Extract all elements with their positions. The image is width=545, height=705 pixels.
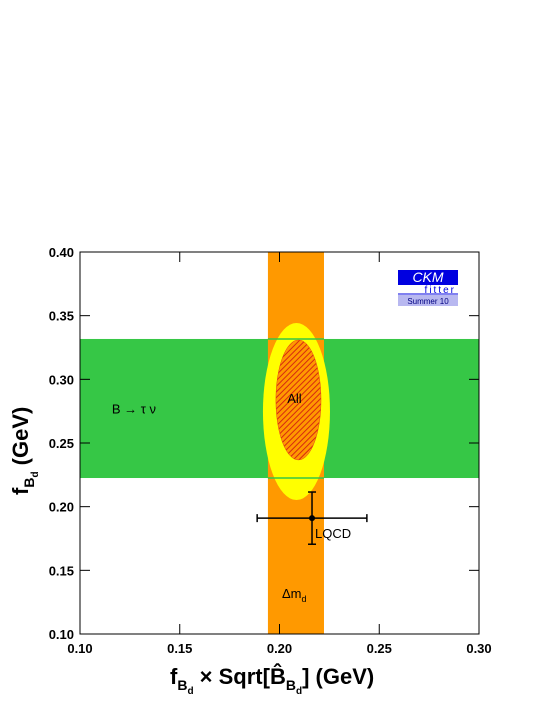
y-axis-label: fBd (GeV)	[8, 407, 41, 495]
x-label-part: d	[187, 686, 193, 697]
logo-box	[398, 270, 458, 285]
y-band-label: B → τ ν	[112, 401, 156, 416]
x-band-label-part: d	[301, 594, 306, 604]
y-tick-label: 0.25	[49, 436, 74, 451]
x-label-part: × Sqrt[	[194, 664, 271, 689]
y-label-part: d	[30, 471, 41, 477]
y-tick-label: 0.10	[49, 627, 74, 642]
y-label-part: (GeV)	[8, 407, 33, 472]
x-label-part: B̂	[270, 663, 286, 689]
y-tick-label: 0.30	[49, 372, 74, 387]
x-label-part: d	[296, 686, 302, 697]
x-label-part: B	[286, 677, 296, 693]
logo-edition-box	[398, 295, 458, 306]
x-tick-label: 0.15	[167, 641, 192, 656]
x-tick-label: 0.25	[367, 641, 392, 656]
y-label-part: B	[21, 478, 37, 488]
contour-label: All	[287, 391, 302, 406]
y-tick-label: 0.40	[49, 245, 74, 260]
x-tick-label: 0.30	[466, 641, 491, 656]
contour	[275, 339, 322, 461]
y-tick-label: 0.15	[49, 563, 74, 578]
logo: CKM fitter Summer 10	[398, 269, 458, 306]
x-tick-label: 0.10	[67, 641, 92, 656]
y-tick-label: 0.35	[49, 309, 74, 324]
logo-title: CKM	[412, 269, 443, 285]
y-tick-label: 0.20	[49, 500, 74, 515]
overlay: LQCD B → τ ν All Δmd	[112, 391, 368, 604]
x-label-part: B	[177, 677, 187, 693]
x-label-part: ] (GeV)	[302, 664, 374, 689]
logo-edition: Summer 10	[407, 297, 449, 306]
x-tick-label: 0.20	[267, 641, 292, 656]
y-label-part: f	[8, 487, 33, 495]
x-band-label: Δmd	[282, 586, 307, 604]
logo-subtitle: fitter	[425, 285, 456, 296]
x-label-part: f	[170, 664, 178, 689]
x-band-label-part: Δm	[282, 586, 302, 601]
x-axis-label: fBd × Sqrt[B̂Bd] (GeV)	[170, 663, 374, 697]
point	[309, 515, 316, 522]
plot-area	[80, 252, 479, 634]
point-label: LQCD	[315, 526, 351, 541]
